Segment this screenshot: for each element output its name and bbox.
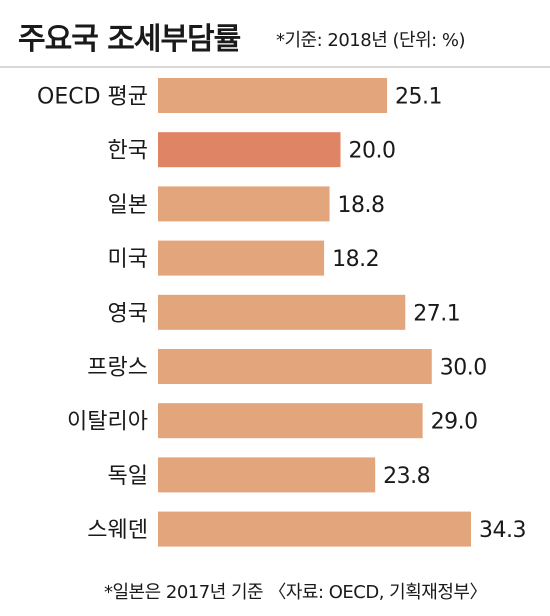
category-label: OECD 평균: [37, 85, 148, 110]
bar-4: [158, 294, 406, 330]
category-label: 영국: [108, 301, 148, 326]
bar-7: [158, 457, 376, 493]
category-label: 이탈리아: [67, 410, 148, 435]
category-label: 프랑스: [87, 356, 148, 381]
value-label: 25.1: [395, 85, 442, 110]
value-label: 20.0: [349, 139, 396, 164]
chart-title: 주요국 조세부담률: [18, 22, 241, 57]
value-label: 29.0: [431, 410, 478, 435]
bar-3: [158, 240, 325, 276]
category-label: 스웨덴: [87, 518, 148, 543]
value-label: 34.3: [479, 518, 526, 543]
category-label: 독일: [108, 464, 148, 489]
chart-subtitle: *기준: 2018년 (단위: %): [276, 30, 466, 51]
value-label: 18.2: [332, 247, 379, 272]
value-label: 18.8: [338, 193, 385, 218]
source-footnote: *일본은 2017년 기준 〈자료: OECD, 기획재정부〉: [104, 582, 487, 603]
category-label: 일본: [108, 193, 148, 218]
bar-0: [158, 78, 388, 113]
value-label: 23.8: [383, 464, 430, 489]
value-label: 27.1: [413, 301, 460, 326]
category-label: 한국: [108, 139, 148, 164]
bar-2: [158, 186, 330, 222]
bar-6: [158, 403, 423, 439]
bar-1: [158, 132, 341, 168]
bar-5: [158, 349, 432, 384]
bar-8: [158, 511, 471, 547]
category-label: 미국: [108, 247, 148, 272]
title-divider: [0, 66, 550, 68]
value-label: 30.0: [440, 356, 487, 381]
